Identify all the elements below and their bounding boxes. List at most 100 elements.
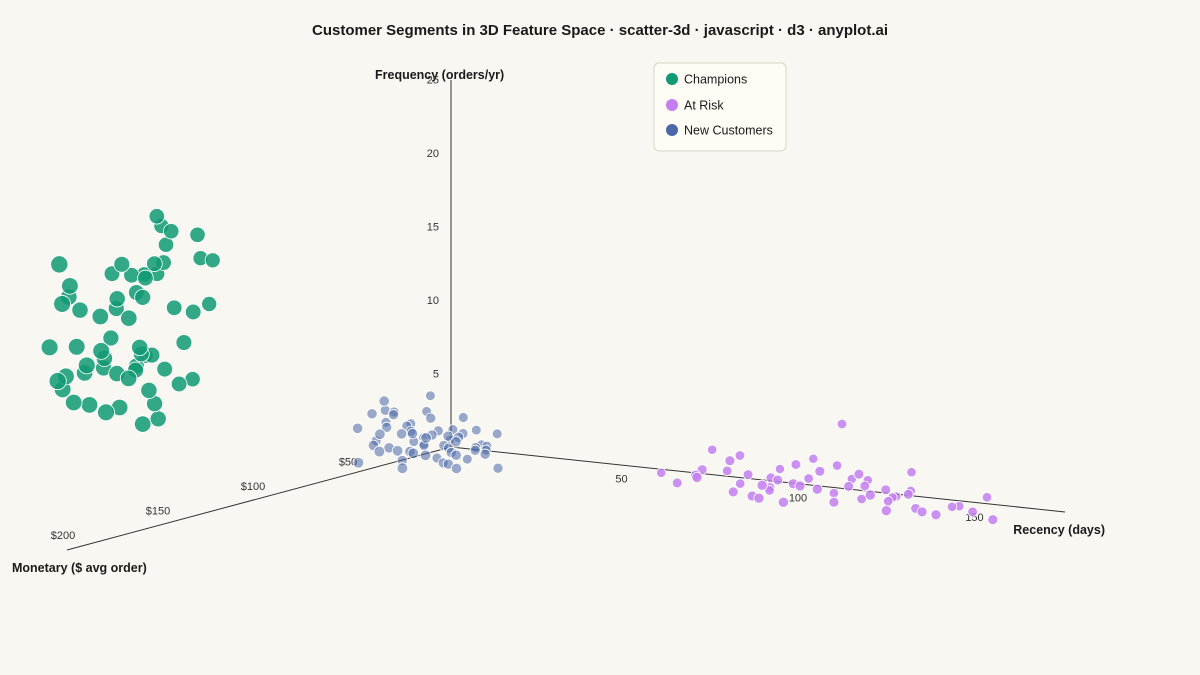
point-champions xyxy=(133,415,152,433)
point-at-risk xyxy=(981,492,993,503)
point-champions xyxy=(48,372,67,391)
legend-marker-champions xyxy=(666,73,678,85)
x-tick-label: 100 xyxy=(789,493,807,505)
point-at-risk xyxy=(930,509,942,521)
point-at-risk xyxy=(803,473,814,484)
x-axis-line xyxy=(450,446,1066,513)
point-new-customers xyxy=(378,395,390,407)
point-champions xyxy=(175,334,193,351)
legend-item-new-customers: New Customers xyxy=(666,124,773,138)
z-tick-label: 10 xyxy=(427,295,439,307)
point-champions xyxy=(50,255,69,274)
point-champions xyxy=(149,410,167,428)
x-axis-label: Recency (days) xyxy=(1013,523,1105,537)
point-at-risk xyxy=(727,486,739,498)
point-at-risk xyxy=(853,468,865,480)
z-tick-label: 20 xyxy=(427,148,439,160)
point-at-risk xyxy=(671,477,683,489)
point-champions xyxy=(165,299,183,317)
points-group xyxy=(40,208,999,525)
point-champions xyxy=(163,223,180,240)
point-champions xyxy=(77,356,96,375)
point-champions xyxy=(64,393,83,412)
legend-label-at-risk: At Risk xyxy=(684,99,724,113)
point-at-risk xyxy=(774,463,785,475)
legend-box xyxy=(653,62,787,152)
y-tick-label: $100 xyxy=(241,481,265,493)
point-new-customers xyxy=(407,447,420,460)
x-tick-label: 50 xyxy=(615,473,627,485)
point-new-customers xyxy=(457,412,469,423)
point-champions xyxy=(102,329,120,347)
y-tick-label: $200 xyxy=(51,530,75,542)
point-champions xyxy=(189,226,206,243)
y-tick-label: $50 xyxy=(339,457,357,469)
point-champions xyxy=(97,403,115,422)
point-at-risk xyxy=(856,493,867,505)
point-new-customers xyxy=(461,453,473,465)
point-new-customers xyxy=(396,462,409,474)
point-new-customers xyxy=(492,462,504,474)
point-at-risk xyxy=(828,496,840,508)
point-at-risk xyxy=(811,483,823,495)
point-new-customers xyxy=(366,408,378,420)
point-new-customers xyxy=(450,436,462,448)
point-at-risk xyxy=(777,496,789,508)
point-at-risk xyxy=(734,450,746,461)
point-new-customers xyxy=(406,427,419,440)
point-champions xyxy=(184,303,202,321)
point-at-risk xyxy=(967,506,978,518)
point-at-risk xyxy=(906,467,917,478)
point-at-risk xyxy=(753,492,765,504)
point-at-risk xyxy=(756,479,768,491)
chart-title: Customer Segments in 3D Feature Space · … xyxy=(312,22,888,39)
point-new-customers xyxy=(420,432,432,444)
point-champions xyxy=(91,307,110,326)
point-at-risk xyxy=(742,469,754,480)
point-champions xyxy=(67,337,86,356)
point-champions xyxy=(113,255,131,273)
point-new-customers xyxy=(425,390,436,402)
point-champions xyxy=(146,255,163,272)
axes-group: Recency (days) Monetary ($ avg order) Fr… xyxy=(12,68,1105,575)
point-new-customers xyxy=(374,428,386,440)
point-new-customers xyxy=(442,430,454,442)
point-new-customers xyxy=(491,428,503,440)
point-at-risk xyxy=(880,484,892,496)
point-at-risk xyxy=(691,471,703,483)
point-at-risk xyxy=(656,467,667,478)
point-at-risk xyxy=(772,474,784,486)
legend-item-at-risk: At Risk xyxy=(666,99,724,113)
point-champions xyxy=(134,288,152,306)
point-at-risk xyxy=(987,514,999,525)
y-axis-line xyxy=(66,446,452,551)
point-new-customers xyxy=(381,421,393,433)
point-champions xyxy=(137,269,154,287)
point-champions xyxy=(140,381,158,399)
point-champions xyxy=(92,342,111,360)
point-champions xyxy=(119,369,138,388)
legend-marker-at-risk xyxy=(666,99,678,111)
point-at-risk xyxy=(946,501,958,512)
point-new-customers xyxy=(469,444,481,456)
legend-item-champions: Champions xyxy=(666,73,747,87)
point-new-customers xyxy=(450,449,462,461)
point-at-risk xyxy=(843,480,854,492)
point-champions xyxy=(148,208,165,225)
point-champions xyxy=(53,295,71,313)
point-champions xyxy=(71,301,89,319)
point-new-customers xyxy=(391,445,404,457)
legend-label-new-customers: New Customers xyxy=(684,124,773,138)
point-champions xyxy=(156,360,174,378)
point-at-risk xyxy=(814,465,826,477)
z-tick-label: 15 xyxy=(427,222,439,234)
legend: Champions At Risk New Customers xyxy=(653,62,787,152)
point-new-customers xyxy=(470,424,482,436)
point-at-risk xyxy=(828,487,840,499)
point-champions xyxy=(170,375,188,393)
legend-marker-new-customers xyxy=(666,124,678,136)
point-at-risk xyxy=(864,489,876,501)
